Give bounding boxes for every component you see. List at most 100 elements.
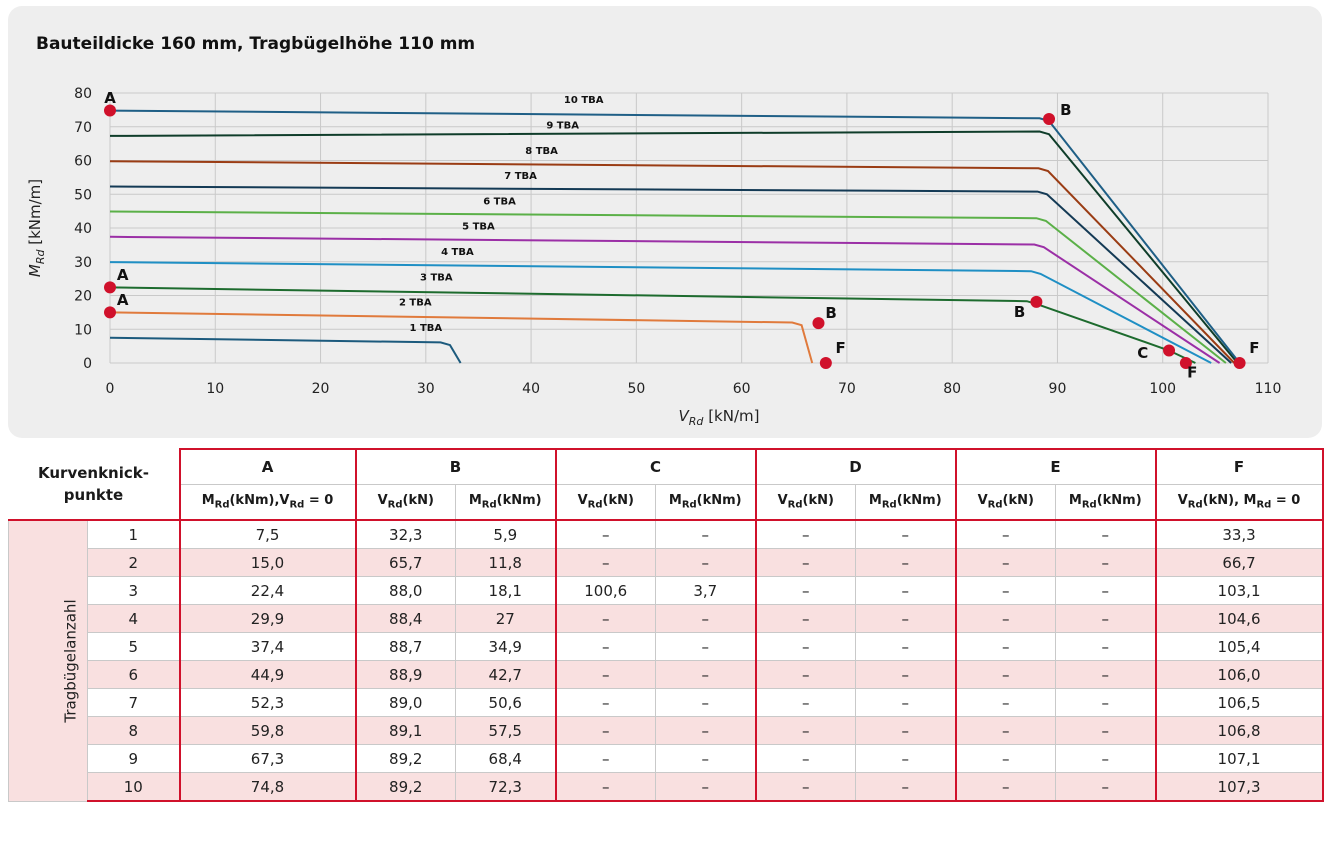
knick-point-marker	[812, 317, 825, 330]
table-cell: 89,0	[354, 688, 456, 717]
y-tick-label: 0	[83, 356, 92, 372]
knick-point-marker	[1030, 295, 1043, 308]
table-cell: –	[554, 520, 656, 549]
table-cell: 42,7	[455, 660, 556, 689]
series-label: 10 TBA	[564, 95, 604, 106]
knick-point-marker	[1179, 357, 1192, 369]
knick-point-marker	[1163, 344, 1176, 357]
table-cell: 5,9	[455, 520, 556, 549]
table-cell: –	[855, 548, 956, 577]
chart-panel	[8, 6, 1322, 438]
table-cell: –	[754, 548, 856, 577]
table-cell: 33,3	[1154, 520, 1324, 549]
table-cell: –	[1055, 632, 1156, 661]
series-line	[109, 130, 1239, 364]
table-cell: –	[954, 604, 1056, 633]
table-cell: 9	[87, 744, 180, 773]
table-cell: 59,8	[178, 716, 356, 745]
table-cell: 106,5	[1154, 688, 1324, 717]
table-cell: –	[754, 576, 856, 605]
table-cell: –	[554, 772, 656, 802]
table-cell: 66,7	[1154, 548, 1324, 577]
series-label: 1 TBA	[410, 323, 443, 334]
results-table: Kurvenknick- punkte A B C D E F MRd(kNm),VRd = …	[8, 448, 1324, 802]
table-cell: –	[1055, 548, 1156, 577]
table-cell: 8	[87, 716, 180, 745]
chart-title: Bauteildicke 160 mm, Tragbügelhöhe 110 m…	[36, 34, 476, 54]
table-cell: 1	[87, 520, 180, 549]
table-cell: –	[654, 520, 756, 549]
table-cell: –	[954, 688, 1056, 717]
table-cell: –	[654, 772, 756, 802]
y-tick-label: 20	[74, 289, 92, 305]
knick-point-marker	[819, 357, 832, 369]
y-tick-label: 10	[74, 322, 92, 338]
table-cell: –	[554, 548, 656, 577]
table-cell: –	[754, 520, 856, 549]
x-tick-label: 100	[1149, 381, 1176, 397]
table-cell: 65,7	[354, 548, 456, 577]
series-label: 9 TBA	[546, 120, 579, 131]
table-cell: –	[1055, 688, 1156, 717]
table-cell: –	[954, 660, 1056, 689]
y-tick-label: 50	[74, 187, 92, 203]
table-cell: –	[554, 716, 656, 745]
table-cell: 72,3	[455, 772, 556, 802]
table-cell: 103,1	[1154, 576, 1324, 605]
table-sub-header: VRd(kN)	[554, 484, 656, 521]
table-cell: 106,0	[1154, 660, 1324, 689]
table-sub-header: MRd(kNm)	[455, 484, 556, 521]
table-sub-header: MRd(kNm)	[1055, 484, 1156, 521]
table-cell: 89,1	[354, 716, 456, 745]
table-cell: –	[654, 688, 756, 717]
table-sub-header: VRd(kN)	[354, 484, 456, 521]
knick-point-label: B	[825, 304, 836, 322]
table-row: Tragbügelanzahl 1 7,5 32,3 5,9– – – – – –33,3	[8, 519, 1324, 802]
table-sub-header: VRd(kN), MRd = 0	[1154, 484, 1324, 521]
knick-point-label: B	[1060, 101, 1071, 119]
table-row: 7 52,3 89,0 50,6– – – – – –106,5	[9, 688, 1324, 717]
table-sub-header: MRd(kNm),VRd = 0	[178, 484, 356, 521]
series-label: 5 TBA	[462, 222, 495, 233]
knick-point-label: A	[117, 266, 129, 284]
table-cell: 7	[87, 688, 180, 717]
table-group-header-row: Kurvenknick- punkte A B C D E F	[8, 448, 1324, 521]
table-cell: 67,3	[178, 744, 356, 773]
table-row: 5 37,4 88,7 34,9– – – – – –105,4	[9, 632, 1324, 661]
knick-point-marker	[104, 281, 116, 294]
table-cell: 107,3	[1154, 772, 1324, 802]
x-axis-label: VRd [kN/m]	[679, 407, 760, 428]
table-cell: –	[1055, 576, 1156, 605]
table-cell: 89,2	[354, 744, 456, 773]
x-tick-label: 80	[943, 381, 961, 397]
table-cell: 88,7	[354, 632, 456, 661]
x-tick-label: 10	[206, 381, 224, 397]
table-cell: –	[855, 660, 956, 689]
table-cell: –	[754, 688, 856, 717]
table-cell: –	[855, 632, 956, 661]
table-cell: 7,5	[178, 520, 356, 549]
table-sub-header-row: MRd(kNm),VRd = 0 VRd(kN) MRd(kNm) VRd(kN) MR…	[9, 484, 1324, 521]
table-cell: –	[954, 632, 1056, 661]
table-cell: –	[855, 716, 956, 745]
table-cell: –	[554, 660, 656, 689]
series-line	[109, 185, 1232, 364]
table-row: 2 15,0 65,7 11,8– – – – – –66,7	[9, 548, 1324, 577]
series-label: 4 TBA	[441, 247, 474, 258]
table-row: 4 29,9 88,4 27– – – – – –104,6	[9, 604, 1324, 633]
table-group-header: E	[954, 448, 1156, 485]
table-cell: 5	[87, 632, 180, 661]
x-tick-label: 30	[417, 381, 435, 397]
table-cell: 57,5	[455, 716, 556, 745]
table-cell: –	[954, 548, 1056, 577]
table-row: 3 22,4 88,0 18,1 100,6 3,7– – – –103,1	[9, 576, 1324, 605]
table-group-header: D	[754, 448, 956, 485]
table-cell: 3,7	[654, 576, 756, 605]
table-cell: –	[554, 604, 656, 633]
y-tick-label: 40	[74, 221, 92, 237]
x-tick-label: 90	[1049, 381, 1067, 397]
table-cell: –	[954, 772, 1056, 802]
knick-point-label: A	[117, 291, 129, 309]
table-cell: 4	[87, 604, 180, 633]
table-cell: 11,8	[455, 548, 556, 577]
